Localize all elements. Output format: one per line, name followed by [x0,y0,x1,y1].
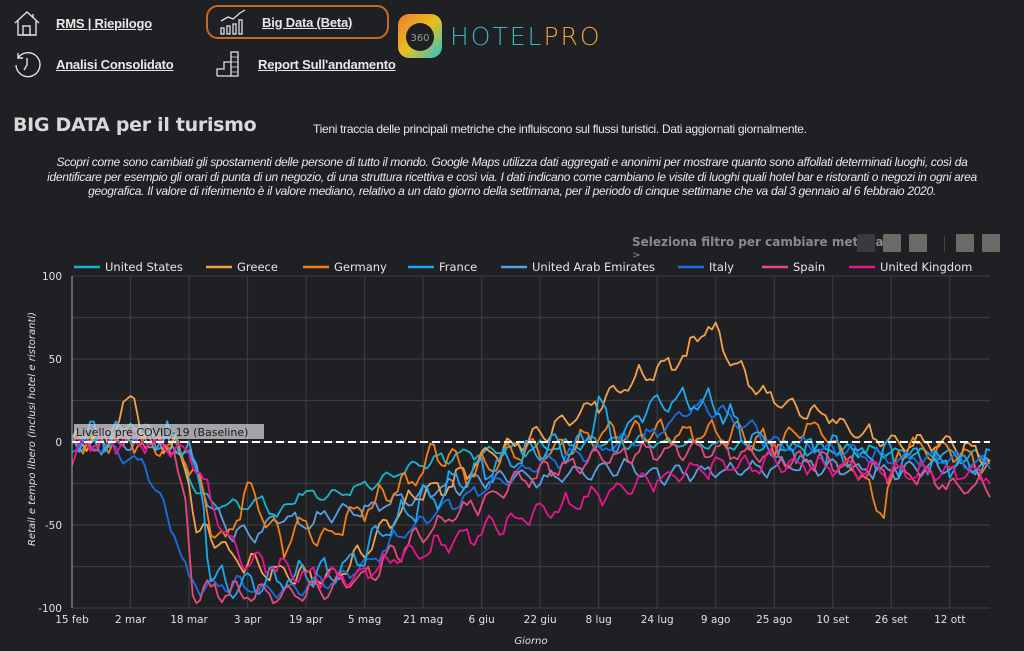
nav-rms-label[interactable]: RMS | Riepilogo [56,15,152,31]
x-tick-label: 22 giu [524,614,557,626]
filter-caret: > [632,250,641,261]
page-description: Scopri come sono cambiati gli spostament… [47,155,977,198]
series-line-united-arab-emirates [71,432,991,544]
page-subtitle: Tieni traccia delle principali metriche … [313,122,807,136]
legend-item[interactable]: Spain [762,260,825,274]
nav-report-andamento[interactable]: Report Sull'andamento [214,49,396,79]
chart-axes: 15 feb 2 mar 18 mar 3 apr 19 apr 5 mag 21 mag 6… [38,271,965,626]
y-tick-label: 100 [42,271,62,283]
series-line-france [71,386,991,599]
history-clock-icon [15,51,41,78]
legend-item[interactable]: Germany [303,260,387,274]
x-tick-label: 25 ago [756,614,792,626]
legend-item[interactable]: United Kingdom [849,260,972,274]
x-axis-label: Giorno [514,636,547,647]
x-tick-label: 10 set [816,614,849,626]
legend-label: Germany [334,260,387,274]
nav-big-data[interactable]: Big Data (Beta) [206,5,389,39]
filter-button-4[interactable] [956,234,974,252]
bar-chart-trend-icon [220,9,246,35]
filter-button-2[interactable] [883,234,901,252]
x-tick-label: 21 mag [403,614,443,626]
filter-label: Seleziona filtro per cambiare metrica [632,235,884,249]
hotel-pro-logo: 360 HOTELPRO [396,12,602,60]
x-tick-label: 9 ago [701,614,731,626]
legend-label: Italy [709,260,734,274]
x-tick-label: 12 ott [934,614,965,626]
y-tick-label: 50 [49,354,62,366]
chart-grid [72,275,990,609]
legend-item[interactable]: France [408,260,477,274]
filter-button-1[interactable] [857,234,875,252]
x-tick-label: 6 giu [468,614,494,626]
baseline-label: Livello pre COVID-19 (Baseline) [76,426,248,439]
series-line-greece [71,321,991,586]
nav-analisi-label[interactable]: Analisi Consolidato [56,56,174,72]
x-tick-label: 5 mag [348,614,381,626]
logo-word-hotel: HOTEL [450,21,544,51]
x-tick-label: 18 mar [170,614,208,626]
nav-bigdata-label[interactable]: Big Data (Beta) [262,14,353,30]
logo-wordmark: HOTELPRO [450,22,602,51]
x-tick-label: 3 apr [234,614,262,626]
filter-button-3[interactable] [909,234,927,252]
baseline-label-bg [74,424,264,439]
legend-label: United Kingdom [880,260,972,274]
logo-word-pro: PRO [543,21,602,51]
stairs-chart-icon [216,51,239,77]
legend-label: Greece [237,260,278,274]
y-axis-label: Retail e tempo libero (inclusi hotel e r… [27,312,38,546]
nav-analisi-consolidato[interactable]: Analisi Consolidato [12,49,174,79]
x-tick-label: 26 set [875,614,908,626]
series-line-united-states [71,422,991,518]
series-line-italy [71,398,991,599]
x-tick-label: 24 lug [641,614,674,626]
logo-aperture-icon: 360 [398,14,442,58]
nav-rms-riepilogo[interactable]: RMS | Riepilogo [12,8,152,38]
series-layer [71,321,991,605]
x-tick-label: 15 feb [55,614,89,626]
chart-legend: United States Greece Germany France United A… [74,260,972,274]
page-title: BIG DATA per il turismo [13,114,257,136]
filter-separator [944,236,945,252]
y-tick-label: 0 [55,437,62,449]
x-tick-label: 2 mar [115,614,147,626]
mobility-line-chart: Livello pre COVID-19 (Baseline) 15 feb 2 … [27,260,991,647]
baseline-layer: Livello pre COVID-19 (Baseline) [72,424,990,443]
legend-label: Spain [793,260,825,274]
x-tick-label: 19 apr [289,614,324,626]
legend-label: France [439,260,477,274]
home-icon [14,11,40,36]
legend-label: United Arab Emirates [532,260,655,274]
legend-item[interactable]: United Arab Emirates [501,260,655,274]
nav-report-label[interactable]: Report Sull'andamento [258,56,396,72]
y-tick-label: -50 [45,520,62,532]
x-tick-label: 8 lug [586,614,612,626]
y-tick-label: -100 [38,603,62,615]
legend-label: United States [105,260,183,274]
legend-item[interactable]: Greece [206,260,278,274]
filter-button-5[interactable] [982,234,1000,252]
legend-item[interactable]: United States [74,260,183,274]
legend-item[interactable]: Italy [678,260,734,274]
series-line-united-kingdom [71,428,991,589]
logo-badge-text: 360 [410,33,429,44]
